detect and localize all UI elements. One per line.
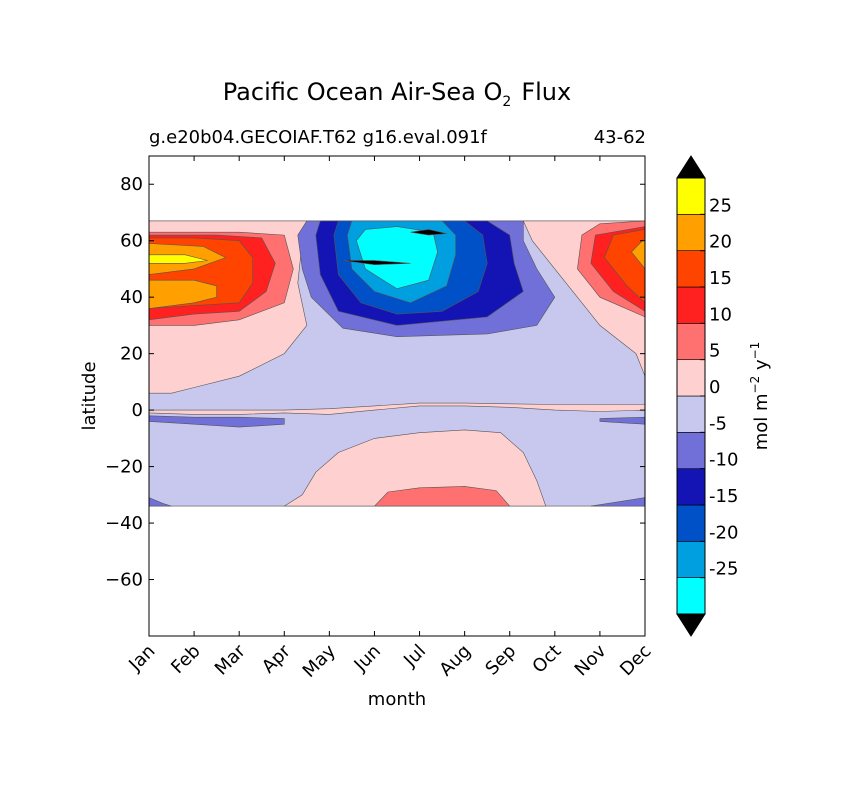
- colorbar-tick-label: 25: [709, 195, 732, 216]
- colorbar-tick-label: -15: [709, 486, 738, 507]
- contour-region-7: [373, 486, 511, 507]
- contour-region-19: [631, 235, 645, 298]
- colorbar-tick-label: -25: [709, 559, 738, 580]
- colorbar-swatch: [676, 468, 706, 506]
- y-axis-label: latitude: [79, 361, 100, 430]
- x-tick-label: Jan: [124, 641, 159, 676]
- colorbar-label-exp1: −2: [748, 376, 762, 394]
- colorbar-tick-label: -10: [709, 450, 738, 471]
- colorbar-tick-label: 20: [709, 232, 732, 253]
- colorbar-swatch: [676, 541, 706, 578]
- colorbar-swatch: [676, 323, 706, 360]
- chart-subtitle-right: 43-62: [594, 127, 646, 148]
- contour-region-2: [149, 415, 285, 428]
- colorbar-extend-bottom: [676, 613, 706, 637]
- colorbar-tick-label: 5: [709, 341, 720, 362]
- colorbar-tick-label: 15: [709, 268, 732, 289]
- colorbar-swatch: [676, 214, 706, 251]
- colorbar-extend-top: [676, 155, 706, 179]
- colorbar-swatch: [676, 395, 706, 433]
- x-tick-label: Dec: [616, 641, 655, 680]
- chart-title: Pacific Ocean Air-Sea O2 Flux: [223, 78, 571, 110]
- y-tick-label: −40: [105, 513, 143, 534]
- colorbar-swatch: [676, 504, 706, 542]
- contour-region-28: [410, 229, 447, 236]
- contour-region-15: [149, 254, 208, 264]
- chart-title-main: Pacific Ocean Air-Sea O: [223, 78, 503, 106]
- colorbar-swatch: [676, 177, 706, 215]
- y-tick-label: 60: [120, 231, 143, 252]
- x-tick-label: May: [299, 640, 340, 681]
- contour-region-3: [599, 416, 645, 425]
- y-tick-label: 20: [120, 344, 143, 365]
- colorbar-tick-label: -5: [709, 413, 727, 434]
- y-tick-label: 40: [120, 287, 143, 308]
- x-tick-label: Mar: [211, 640, 250, 679]
- colorbar: 25 20 15 10 5 0 -5 -10 -15 -20 -25: [676, 155, 738, 637]
- x-tick-label: Aug: [435, 641, 475, 681]
- colorbar-swatch: [676, 577, 706, 615]
- colorbar-tick-label: 0: [709, 377, 720, 398]
- colorbar-swatch: [676, 250, 706, 288]
- y-tick-label: 80: [120, 174, 143, 195]
- chart-subtitle-left: g.e20b04.GECOIAF.T62 g16.eval.091f: [149, 127, 488, 148]
- x-tick-label: Jul: [399, 641, 430, 672]
- contour-field: [149, 220, 645, 507]
- contour-region-5: [590, 492, 645, 507]
- colorbar-swatch: [676, 359, 706, 397]
- contour-region-1: [149, 402, 645, 415]
- colorbar-label-exp2: −1: [748, 342, 762, 360]
- y-tick-label: −20: [105, 457, 143, 478]
- colorbar-label-mid: y: [751, 359, 772, 376]
- colorbar-swatch: [676, 286, 706, 324]
- contour-region-6: [283, 429, 547, 507]
- chart-title-subscript: 2: [502, 94, 511, 110]
- x-tick-label: Sep: [481, 641, 520, 680]
- y-tick-label: 0: [132, 400, 143, 421]
- x-axis-label: month: [368, 689, 426, 710]
- contour-region-13: [149, 279, 217, 309]
- colorbar-tick-label: -20: [709, 522, 738, 543]
- x-tick-label: Apr: [258, 640, 295, 677]
- contour-region-26: [356, 226, 438, 290]
- x-tick-label: Jun: [350, 641, 385, 676]
- x-tick-label: Nov: [571, 640, 611, 680]
- x-tick-label: Oct: [528, 641, 565, 678]
- y-axis: 80 60 40 20 0 −20 −40 −60: [105, 174, 645, 591]
- plot-frame: [148, 155, 646, 637]
- chart-title-tail: Flux: [521, 78, 571, 106]
- contour-region-4: [149, 497, 172, 507]
- colorbar-label-base: mol m: [751, 393, 772, 450]
- colorbar-swatch: [676, 432, 706, 469]
- colorbar-label: mol m−2 y−1: [748, 342, 772, 451]
- contour-region-18: [604, 226, 645, 309]
- x-tick-label: Feb: [167, 641, 204, 678]
- y-tick-label: −60: [105, 570, 143, 591]
- contour-region-27: [342, 260, 411, 266]
- colorbar-tick-label: 10: [709, 304, 732, 325]
